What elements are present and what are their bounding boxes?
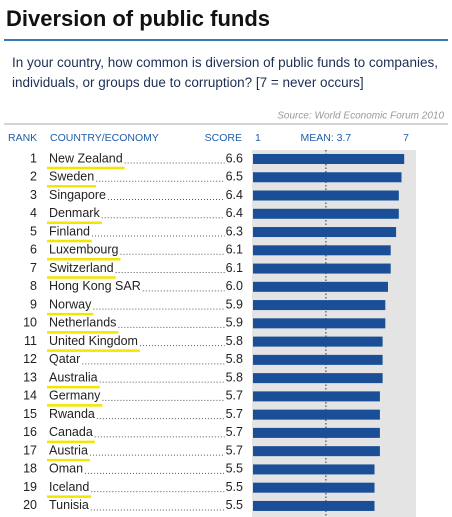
bar — [253, 464, 375, 475]
country-label: Iceland — [49, 480, 89, 494]
value-label: 6.1 — [226, 243, 243, 257]
country-label: Tunisia — [49, 498, 89, 512]
value-label: 6.5 — [226, 170, 243, 184]
value-label: 5.5 — [226, 462, 243, 476]
country-label: Singapore — [49, 188, 106, 202]
chart-title: Diversion of public funds — [6, 6, 270, 31]
country-label: Norway — [49, 297, 92, 311]
bar — [253, 318, 386, 329]
plot-background — [252, 150, 416, 517]
value-label: 5.7 — [226, 443, 243, 457]
x-tick-label: 7 — [403, 132, 409, 144]
bar — [253, 281, 388, 292]
rank: 19 — [23, 480, 37, 494]
rank: 11 — [24, 334, 37, 348]
value-label: 6.6 — [226, 151, 243, 165]
rank: 16 — [23, 425, 37, 439]
bar — [253, 354, 383, 365]
value-label: 5.9 — [226, 297, 243, 311]
value-label: 5.7 — [226, 425, 243, 439]
bar — [253, 336, 383, 347]
rank: 5 — [30, 224, 37, 238]
header: RANK — [8, 132, 37, 144]
rank: 17 — [23, 443, 37, 457]
bar — [253, 172, 402, 183]
header: COUNTRY/ECONOMY — [50, 132, 159, 144]
country-label: Netherlands — [49, 316, 116, 330]
value-label: 6.0 — [226, 279, 243, 293]
value-label: 6.1 — [226, 261, 243, 275]
rank: 14 — [23, 389, 37, 403]
rank: 10 — [23, 316, 37, 330]
country-label: Canada — [49, 425, 93, 439]
rank: 20 — [23, 498, 37, 512]
value-label: 5.8 — [226, 334, 243, 348]
rank: 6 — [30, 243, 37, 257]
subtitle: In your country, how common is diversion… — [12, 55, 438, 90]
country-label: Luxembourg — [49, 243, 119, 257]
bar — [253, 373, 383, 384]
rank: 2 — [30, 170, 37, 184]
country-label: Switzerland — [49, 261, 114, 275]
bar — [253, 300, 386, 311]
rank: 9 — [30, 297, 37, 311]
value-label: 5.5 — [226, 498, 243, 512]
rank: 12 — [23, 352, 37, 366]
rank: 4 — [30, 206, 37, 220]
rank: 8 — [30, 279, 37, 293]
value-label: 6.4 — [226, 188, 243, 202]
bar — [253, 482, 375, 493]
country-label: Finland — [49, 224, 90, 238]
rank: 15 — [23, 407, 37, 421]
bar — [253, 227, 397, 238]
country-label: New Zealand — [49, 151, 123, 165]
bar — [253, 391, 380, 402]
bar — [253, 500, 375, 511]
bar — [253, 446, 380, 457]
country-label: Qatar — [49, 352, 80, 366]
country-label: Hong Kong SAR — [49, 279, 141, 293]
x-tick-label: 1 — [255, 132, 261, 144]
rank: 18 — [23, 462, 37, 476]
country-label: Oman — [49, 462, 83, 476]
value-label: 5.5 — [226, 480, 243, 494]
country-label: Australia — [49, 370, 98, 384]
country-label: Rwanda — [49, 407, 95, 421]
rank: 7 — [30, 261, 37, 275]
value-label: 5.7 — [226, 389, 243, 403]
bar — [253, 409, 380, 420]
bar — [253, 190, 399, 201]
country-label: Austria — [49, 443, 88, 457]
rank: 3 — [30, 188, 37, 202]
x-tick-label: MEAN: 3.7 — [301, 132, 352, 144]
country-label: United Kingdom — [49, 334, 138, 348]
country-label: Germany — [49, 389, 101, 403]
country-label: Sweden — [49, 170, 94, 184]
source: Source: World Economic Forum 2010 — [277, 111, 444, 122]
value-label: 5.8 — [226, 370, 243, 384]
rank: 13 — [23, 370, 37, 384]
value-label: 5.8 — [226, 352, 243, 366]
value-label: 6.4 — [226, 206, 243, 220]
bar — [253, 245, 391, 256]
rank: 1 — [30, 151, 37, 165]
bar — [253, 208, 399, 219]
bar — [253, 154, 405, 164]
bar — [253, 427, 380, 438]
bar — [253, 263, 391, 274]
header: SCORE — [205, 132, 242, 144]
country-label: Denmark — [49, 206, 100, 220]
value-label: 5.7 — [226, 407, 243, 421]
value-label: 6.3 — [226, 224, 243, 238]
value-label: 5.9 — [226, 316, 243, 330]
